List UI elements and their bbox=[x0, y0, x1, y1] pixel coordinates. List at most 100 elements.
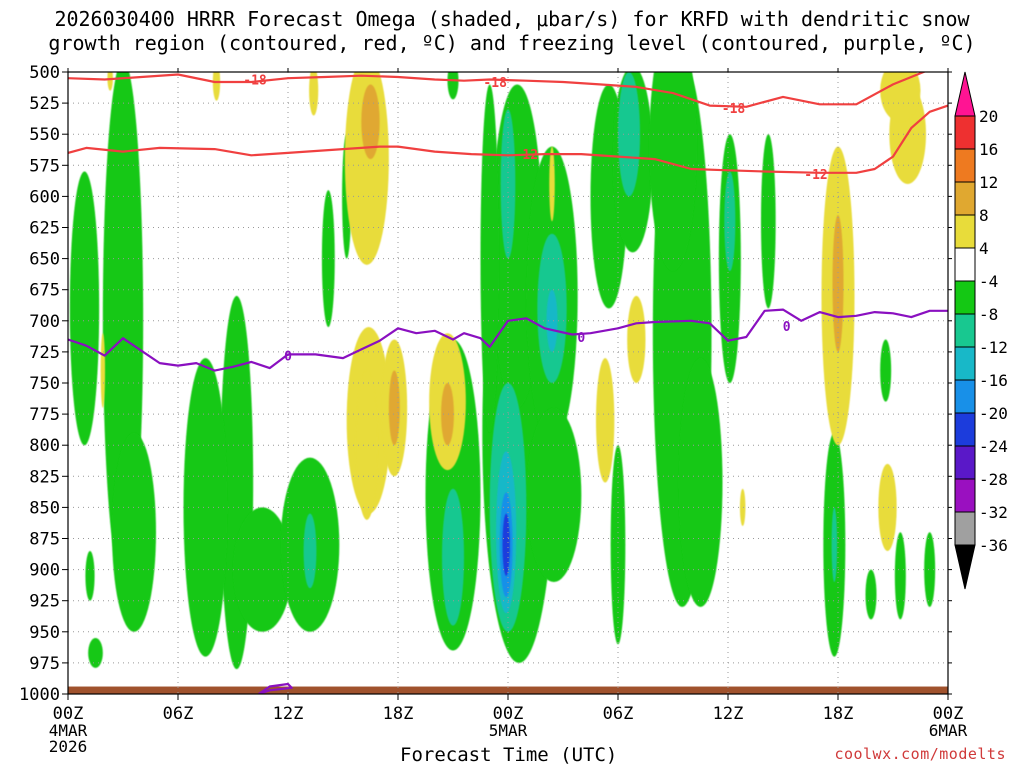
colorbar-label-7: -12 bbox=[979, 338, 1008, 357]
omega-cell-21 bbox=[678, 358, 723, 607]
omega-cell-56 bbox=[361, 84, 380, 160]
omega-cell-45 bbox=[309, 72, 319, 116]
y-tick-label-925: 925 bbox=[29, 592, 60, 612]
colorbar-label-13: -36 bbox=[979, 536, 1008, 555]
colorbar: 20 16 12 8 4 -4 -8 -12 -16 -20 -24 -28 -32 -36 bbox=[954, 71, 1008, 590]
contour-line-1 bbox=[68, 104, 948, 174]
x-tick-label-42: 18Z bbox=[823, 704, 854, 724]
x-tick-label-12: 12Z bbox=[273, 704, 304, 724]
x-tick-label-6: 06Z bbox=[163, 704, 194, 724]
y-tick-label-550: 550 bbox=[29, 125, 60, 145]
omega-cell-47 bbox=[107, 72, 113, 91]
colorbar-top-triangle bbox=[954, 71, 976, 117]
date-label-1-0: 5MAR bbox=[489, 721, 528, 740]
omega-cell-26 bbox=[865, 569, 877, 620]
colorbar-box-5 bbox=[954, 280, 976, 315]
omega-cell-40 bbox=[880, 72, 921, 122]
omega-cell-48 bbox=[303, 513, 317, 589]
date-label-0-1: 2026 bbox=[49, 737, 88, 756]
colorbar-label-12: -32 bbox=[979, 503, 1008, 522]
y-tick-label-825: 825 bbox=[29, 467, 60, 487]
omega-cell-34 bbox=[355, 370, 378, 520]
omega-cell-43 bbox=[100, 333, 106, 408]
omega-cell-15 bbox=[480, 84, 499, 433]
x-tick-label-18: 18Z bbox=[383, 704, 414, 724]
colorbar-box-6 bbox=[954, 313, 976, 348]
contour-line-3 bbox=[258, 682, 293, 694]
y-tick-label-725: 725 bbox=[29, 343, 60, 363]
colorbar-label-8: -16 bbox=[979, 371, 1008, 390]
omega-cell-30 bbox=[183, 358, 228, 657]
omega-cell-14 bbox=[526, 407, 582, 583]
omega-cell-54 bbox=[724, 171, 736, 272]
colorbar-label-10: -24 bbox=[979, 437, 1008, 456]
y-tick-label-750: 750 bbox=[29, 374, 60, 394]
omega-cell-53 bbox=[618, 72, 640, 197]
x-axis-title: Forecast Time (UTC) bbox=[400, 744, 618, 766]
omega-shading bbox=[69, 72, 936, 670]
omega-cell-27 bbox=[894, 532, 906, 620]
omega-cell-37 bbox=[627, 295, 646, 383]
colorbar-label-1: 16 bbox=[979, 140, 998, 159]
omega-cell-58 bbox=[441, 383, 454, 446]
chart-title-line1: 2026030400 HRRR Forecast Omega (shaded, … bbox=[54, 7, 970, 31]
contour-line-0 bbox=[68, 72, 927, 108]
ground-band bbox=[68, 686, 948, 694]
colorbar-box-12 bbox=[954, 511, 976, 546]
x-tick-label-0: 00Z bbox=[53, 704, 84, 724]
date-label-0-0: 4MAR bbox=[49, 721, 88, 740]
x-tick-label-24: 00Z bbox=[493, 704, 524, 724]
contour-label-1: -18 bbox=[483, 76, 507, 91]
omega-cell-28 bbox=[924, 532, 936, 607]
omega-cell-49 bbox=[442, 488, 464, 626]
omega-cell-61 bbox=[546, 289, 558, 352]
contour-label-2: -18 bbox=[722, 102, 746, 117]
y-tick-label-850: 850 bbox=[29, 498, 60, 518]
y-tick-label-1000: 1000 bbox=[19, 685, 60, 705]
date-label-2-0: 6MAR bbox=[929, 721, 968, 740]
omega-cell-29 bbox=[880, 339, 892, 402]
contour-label-0: -18 bbox=[243, 73, 267, 88]
x-tick-label-48: 00Z bbox=[933, 704, 964, 724]
x-tick-label-36: 12Z bbox=[713, 704, 744, 724]
y-tick-label-800: 800 bbox=[29, 436, 60, 456]
omega-cell-52 bbox=[500, 109, 516, 259]
omega-cell-22 bbox=[610, 445, 626, 645]
omega-cell-4 bbox=[112, 432, 156, 632]
colorbar-bottom-triangle bbox=[954, 544, 976, 590]
omega-cell-20 bbox=[649, 72, 697, 272]
omega-cell-6 bbox=[233, 507, 292, 632]
y-tick-label-600: 600 bbox=[29, 187, 60, 207]
y-tick-label-950: 950 bbox=[29, 623, 60, 643]
y-tick-label-625: 625 bbox=[29, 219, 60, 239]
omega-cell-16 bbox=[447, 72, 459, 100]
y-tick-label-775: 775 bbox=[29, 405, 60, 425]
colorbar-box-4 bbox=[954, 247, 976, 282]
colorbar-box-7 bbox=[954, 346, 976, 381]
y-tick-label-675: 675 bbox=[29, 281, 60, 301]
colorbar-box-2 bbox=[954, 181, 976, 216]
omega-cell-42 bbox=[739, 488, 746, 527]
colorbar-label-6: -8 bbox=[979, 305, 998, 324]
colorbar-label-0: 20 bbox=[979, 107, 998, 126]
colorbar-box-11 bbox=[954, 478, 976, 513]
colorbar-label-4: 4 bbox=[979, 239, 989, 258]
ground-layer bbox=[68, 686, 948, 694]
omega-cell-46 bbox=[549, 146, 555, 222]
y-tick-label-575: 575 bbox=[29, 156, 60, 176]
colorbar-box-1 bbox=[954, 148, 976, 183]
colorbar-box-8 bbox=[954, 379, 976, 414]
contour-label-3: -12 bbox=[515, 148, 538, 163]
colorbar-box-10 bbox=[954, 445, 976, 480]
contour-label-7: 0 bbox=[783, 320, 791, 335]
colorbar-label-5: -4 bbox=[979, 272, 998, 291]
colorbar-box-9 bbox=[954, 412, 976, 447]
omega-cell-2 bbox=[88, 638, 103, 668]
omega-cell-36 bbox=[596, 358, 615, 483]
omega-cell-44 bbox=[212, 72, 221, 101]
omega-cell-63 bbox=[502, 513, 510, 576]
contour-label-5: 0 bbox=[284, 350, 292, 365]
omega-cell-41 bbox=[878, 463, 897, 551]
omega-cell-55 bbox=[831, 507, 838, 583]
